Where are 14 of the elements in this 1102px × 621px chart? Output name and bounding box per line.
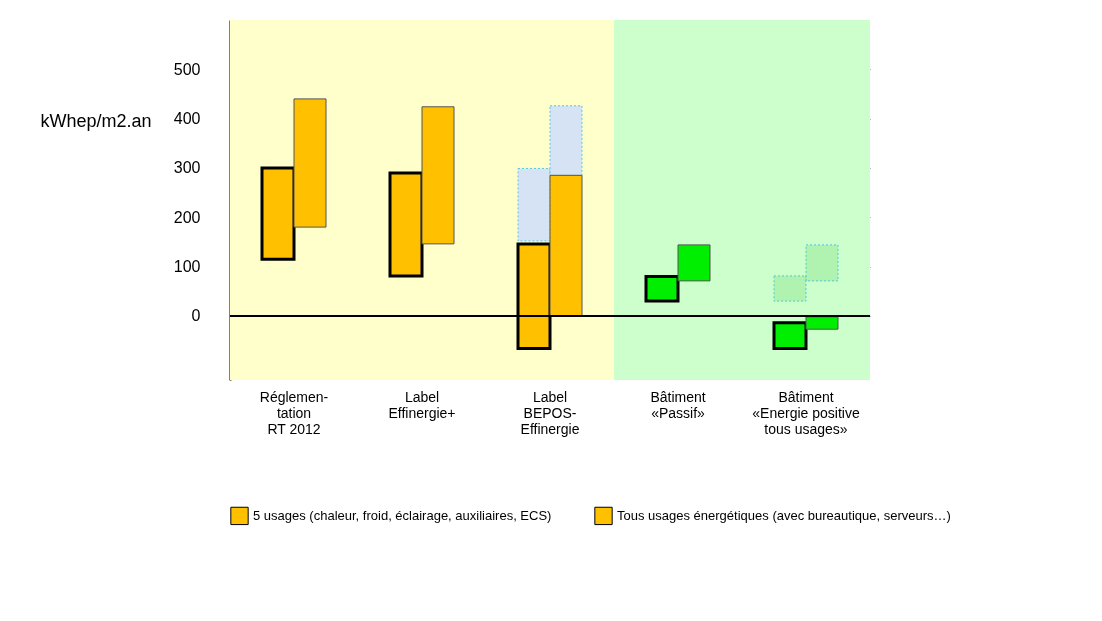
x-tick-label: Bâtiment «Energie positive tous usages» [752, 388, 860, 437]
x-tick-label: Label Effinergie+ [388, 388, 456, 421]
y-axis-title: kWhep/m2.an [40, 110, 152, 131]
x-tick-label: Label BEPOS- Effinergie [520, 388, 580, 437]
legend-label: 5 usages (chaleur, froid, éclairage, auxiliaires, ECS) [253, 507, 552, 523]
y-tick-label: 400 [173, 110, 201, 128]
y-tick-label: 500 [173, 60, 201, 78]
y-tick-label: 100 [173, 258, 201, 276]
y-tick-label: 300 [173, 159, 201, 177]
x-tick-label: Réglemen- tation RT 2012 [259, 388, 329, 437]
legend-label: Tous usages énergétiques (avec bureautique, serveurs…) [617, 507, 951, 523]
y-tick-label: 0 [191, 307, 201, 325]
y-tick-label: 200 [173, 208, 201, 226]
x-tick-label: Bâtiment «Passif» [650, 388, 706, 421]
